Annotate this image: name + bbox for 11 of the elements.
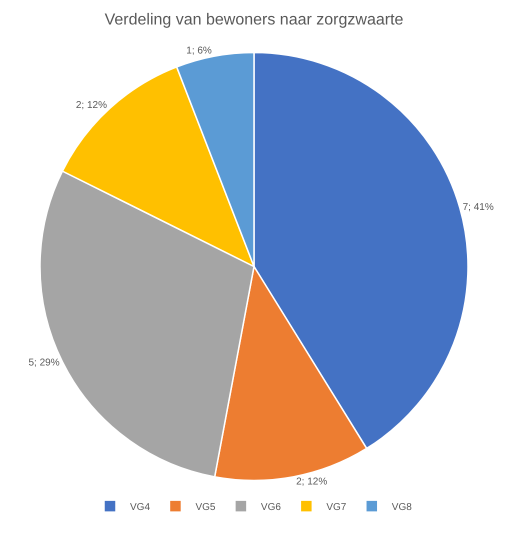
data-label: 2; 12% xyxy=(296,476,328,488)
data-label: 2; 12% xyxy=(76,100,108,111)
legend-label: VG5 xyxy=(195,502,216,514)
data-label: 1; 6% xyxy=(186,45,212,56)
legend-label: VG4 xyxy=(130,502,150,514)
legend-label: VG7 xyxy=(326,502,347,514)
chart-title: Verdeling van bewoners naar zorgzwaarte xyxy=(104,12,404,29)
data-label: 5; 29% xyxy=(28,357,60,368)
legend-label: VG8 xyxy=(392,502,412,514)
data-label: 7; 41% xyxy=(462,202,494,214)
legend-label: VG6 xyxy=(260,502,282,514)
